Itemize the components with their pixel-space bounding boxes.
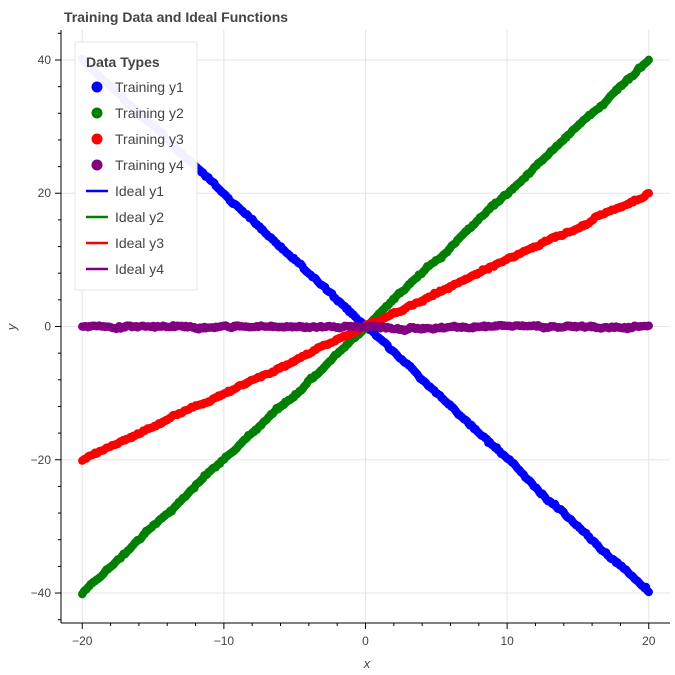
x-tick-label: −10 bbox=[214, 634, 235, 648]
data-point bbox=[644, 321, 653, 330]
x-tick-label: 0 bbox=[362, 634, 369, 648]
data-point bbox=[644, 55, 653, 65]
y-tick-label: 0 bbox=[44, 320, 51, 334]
y-tick-label: 40 bbox=[38, 53, 52, 67]
y-tick-label: −40 bbox=[31, 586, 52, 600]
legend-marker bbox=[91, 81, 103, 93]
legend-label: Ideal y3 bbox=[115, 235, 164, 251]
y-tick-label: −20 bbox=[31, 453, 52, 467]
scatter-series bbox=[78, 55, 653, 599]
data-point bbox=[644, 587, 653, 597]
scatter-series bbox=[78, 189, 653, 465]
legend-marker bbox=[91, 159, 103, 171]
data-point bbox=[644, 189, 653, 198]
legend-label: Training y1 bbox=[115, 79, 184, 95]
x-axis-label: x bbox=[363, 656, 371, 671]
x-tick-label: 10 bbox=[500, 634, 514, 648]
legend-label: Ideal y4 bbox=[115, 261, 164, 277]
chart-title: Training Data and Ideal Functions bbox=[64, 9, 288, 25]
x-tick-label: 20 bbox=[642, 634, 656, 648]
legend-label: Ideal y2 bbox=[115, 209, 164, 225]
legend-marker bbox=[91, 107, 103, 119]
scatter-series bbox=[78, 320, 653, 336]
legend: Data Types Training y1 Training y2 Trainin… bbox=[74, 41, 198, 291]
legend-label: Ideal y1 bbox=[115, 183, 164, 199]
legend-label: Training y4 bbox=[115, 157, 184, 173]
axes: −20 −10 0 10 20 −40 −20 0 20 40 bbox=[31, 30, 670, 648]
legend-marker bbox=[91, 133, 103, 145]
x-tick-label: −20 bbox=[72, 634, 93, 648]
legend-title: Data Types bbox=[86, 54, 160, 70]
legend-label: Training y3 bbox=[115, 131, 184, 147]
legend-label: Training y2 bbox=[115, 105, 184, 121]
y-axis-label: y bbox=[4, 322, 19, 331]
y-tick-label: 20 bbox=[38, 186, 52, 200]
